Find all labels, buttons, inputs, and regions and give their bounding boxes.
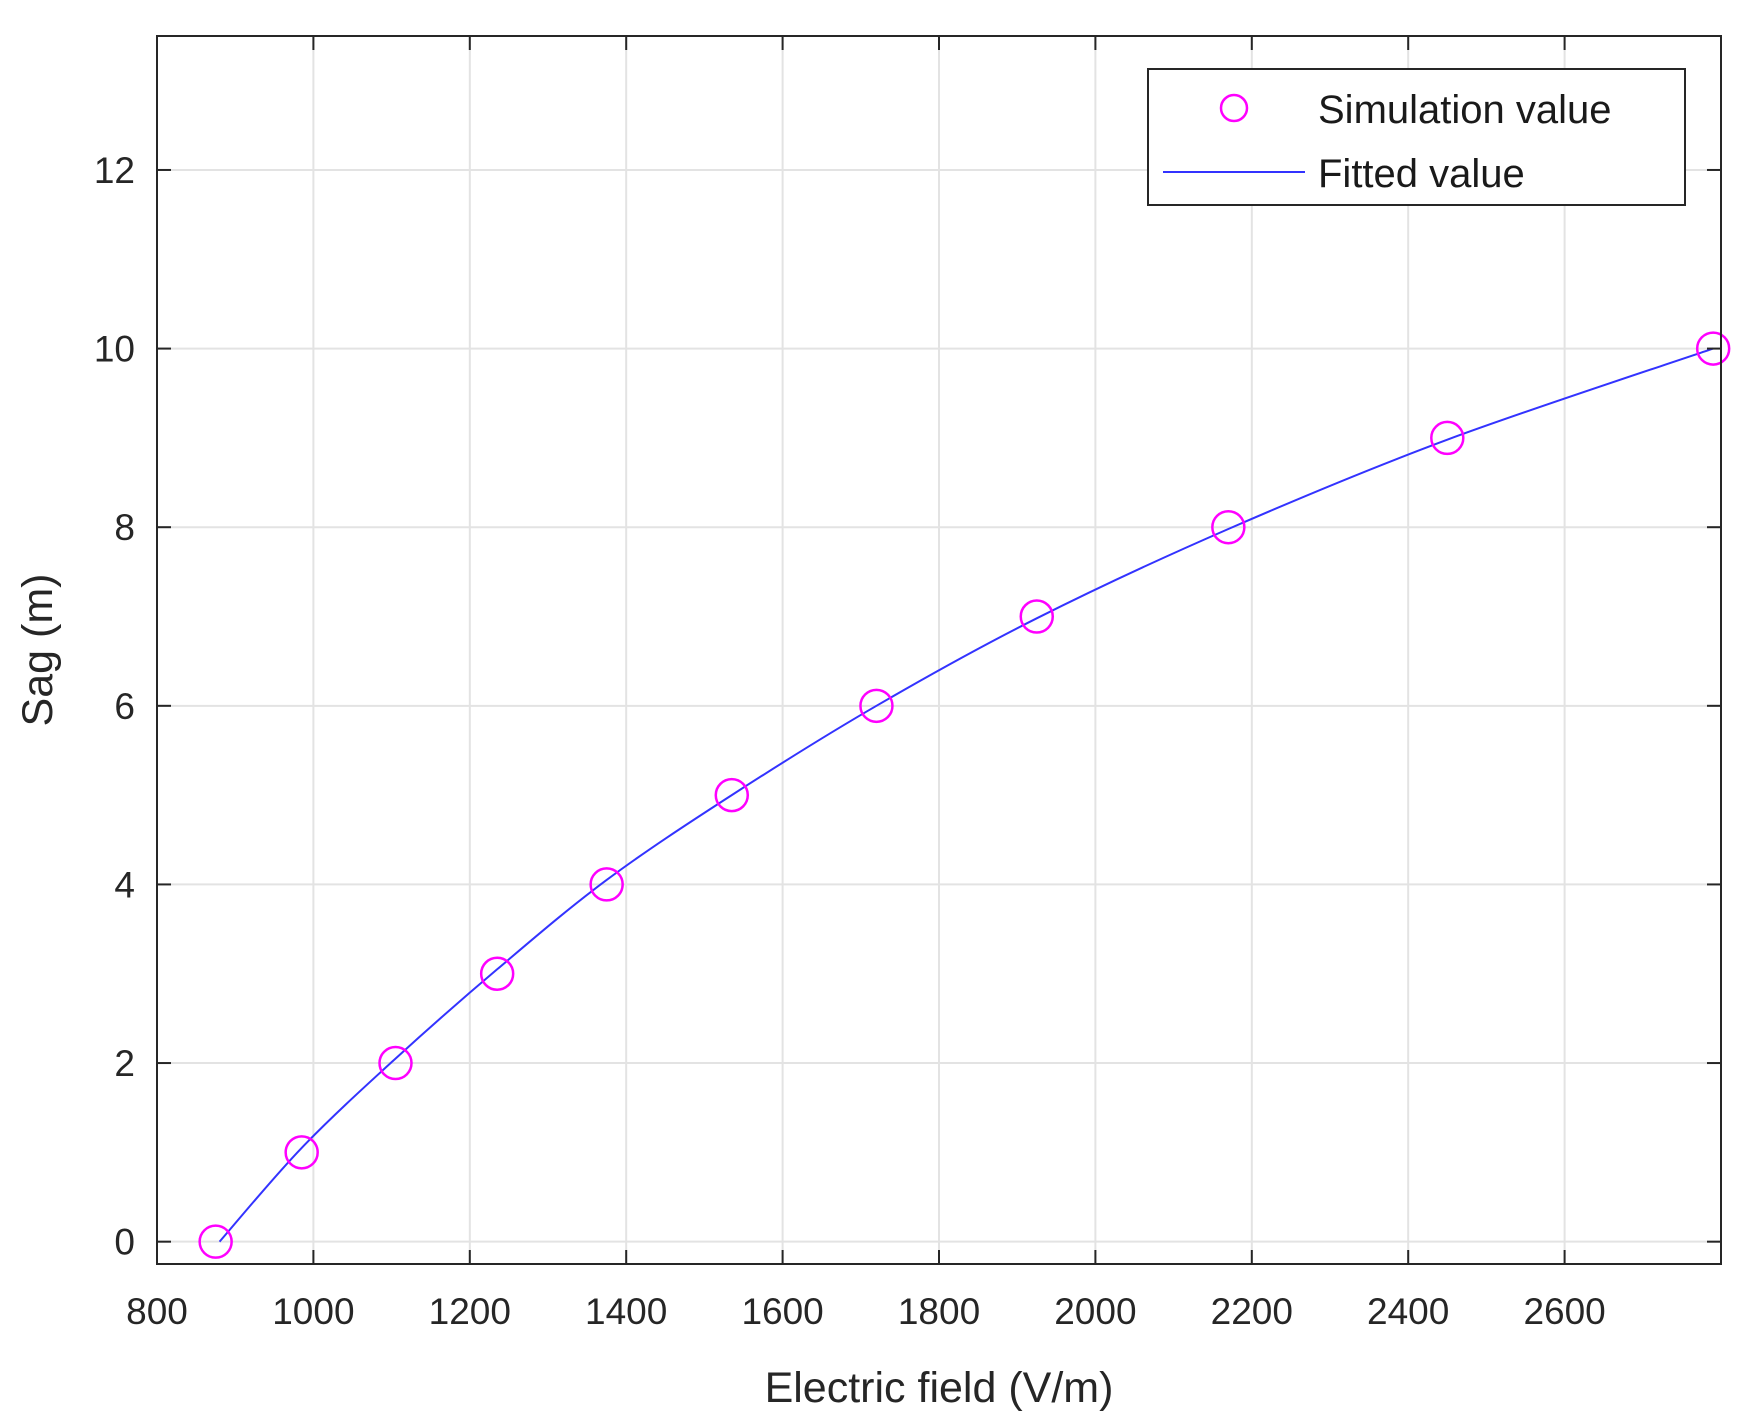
- x-axis-title: Electric field (V/m): [765, 1364, 1114, 1412]
- simulation-point: [1211, 509, 1246, 545]
- x-tick-label: 2400: [1367, 1291, 1449, 1332]
- simulation-point: [1695, 331, 1731, 366]
- y-tick-labels: 0 2 4 6 8 10 12: [94, 150, 135, 1263]
- simulation-point: [198, 1224, 233, 1259]
- legend-marker-icon: [1219, 93, 1249, 123]
- simulation-point: [378, 1045, 413, 1081]
- simulation-point: [1430, 420, 1465, 456]
- x-tick-label: 1400: [585, 1291, 667, 1332]
- x-tick-label: 1600: [741, 1291, 823, 1332]
- fitted-value-line: [218, 347, 1714, 1243]
- grid: [156, 36, 1721, 1264]
- x-tick-label: 2000: [1054, 1291, 1136, 1332]
- legend-label-fitted: Fitted value: [1318, 152, 1525, 196]
- y-tick-label: 4: [114, 864, 135, 905]
- legend-box: [1147, 68, 1686, 206]
- x-tick-label: 1800: [898, 1291, 980, 1332]
- y-tick-label: 12: [94, 150, 135, 191]
- axis-ticks: [156, 36, 1721, 1264]
- x-tick-label: 1200: [429, 1291, 511, 1332]
- simulation-point: [589, 867, 624, 902]
- y-tick-label: 10: [94, 329, 135, 370]
- simulation-point: [714, 777, 750, 813]
- x-tick-label: 1000: [272, 1291, 354, 1332]
- simulation-point: [1019, 599, 1054, 634]
- y-tick-label: 0: [114, 1222, 135, 1263]
- y-tick-label: 6: [114, 686, 135, 727]
- fitted-line-layer: [218, 347, 1714, 1243]
- legend-label-simulation: Simulation value: [1318, 88, 1612, 132]
- legend: Simulation value Fitted value: [1147, 68, 1686, 206]
- x-tick-label: 2200: [1211, 1291, 1293, 1332]
- x-tick-label: 800: [126, 1291, 188, 1332]
- y-tick-label: 8: [114, 507, 135, 548]
- simulation-markers: [198, 331, 1731, 1259]
- y-axis-title: Sag (m): [14, 574, 62, 727]
- simulation-point: [859, 688, 894, 724]
- y-tick-label: 2: [114, 1043, 135, 1084]
- simulation-point: [479, 956, 515, 991]
- x-tick-label: 2600: [1523, 1291, 1605, 1332]
- x-tick-labels: 800 1000 1200 1400 1600 1800 2000 2200 2400 2600: [126, 1291, 1606, 1332]
- simulation-point: [284, 1135, 319, 1170]
